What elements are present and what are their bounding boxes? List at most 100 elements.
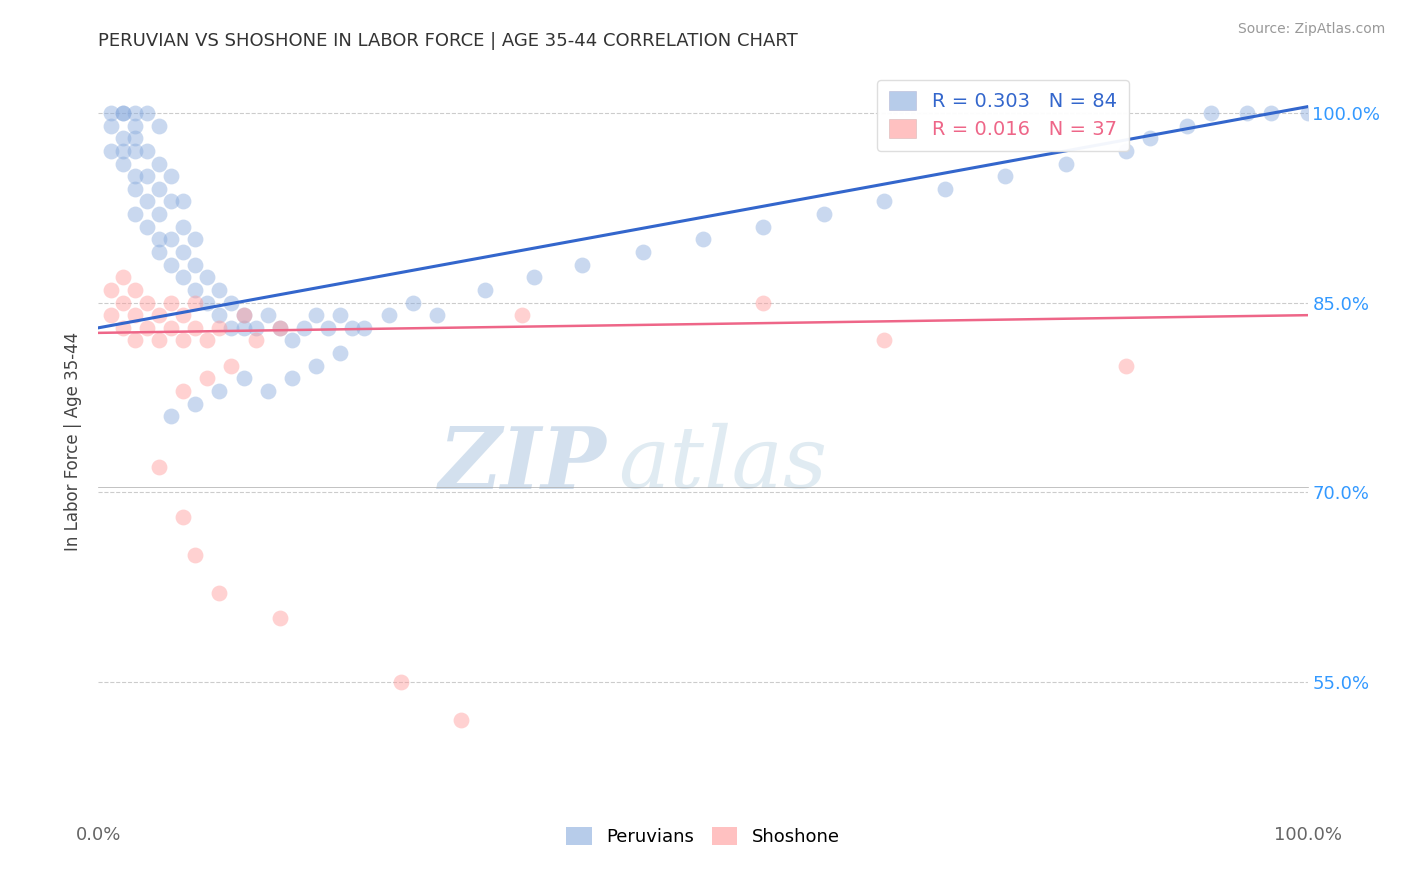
Point — [1054, 156, 1077, 170]
Point — [184, 321, 207, 335]
Point — [135, 106, 157, 120]
Point — [402, 295, 425, 310]
Point — [135, 321, 157, 335]
Point — [124, 308, 146, 322]
Point — [305, 308, 328, 322]
Point — [135, 295, 157, 310]
Point — [342, 321, 364, 335]
Point — [195, 371, 218, 385]
Point — [124, 283, 146, 297]
Point — [184, 232, 207, 246]
Point — [281, 371, 304, 385]
Point — [195, 334, 218, 348]
Point — [184, 548, 207, 562]
Point — [160, 258, 183, 272]
Point — [1260, 106, 1282, 120]
Point — [184, 258, 207, 272]
Point — [172, 510, 194, 524]
Point — [184, 295, 207, 310]
Point — [148, 207, 170, 221]
Point — [100, 308, 122, 322]
Point — [450, 713, 472, 727]
Point — [124, 334, 146, 348]
Point — [148, 308, 170, 322]
Point — [631, 244, 654, 259]
Point — [232, 321, 254, 335]
Point — [172, 308, 194, 322]
Point — [208, 384, 231, 398]
Point — [160, 295, 183, 310]
Point — [160, 194, 183, 209]
Point — [160, 321, 183, 335]
Point — [269, 321, 291, 335]
Point — [426, 308, 449, 322]
Point — [184, 396, 207, 410]
Point — [124, 119, 146, 133]
Point — [124, 106, 146, 120]
Point — [160, 232, 183, 246]
Point — [221, 295, 243, 310]
Point — [172, 384, 194, 398]
Point — [873, 334, 896, 348]
Point — [111, 106, 134, 120]
Point — [232, 308, 254, 322]
Point — [1236, 106, 1258, 120]
Point — [208, 321, 231, 335]
Point — [124, 207, 146, 221]
Point — [523, 270, 546, 285]
Point — [232, 308, 254, 322]
Point — [329, 308, 352, 322]
Point — [1199, 106, 1222, 120]
Point — [692, 232, 714, 246]
Text: PERUVIAN VS SHOSHONE IN LABOR FORCE | AGE 35-44 CORRELATION CHART: PERUVIAN VS SHOSHONE IN LABOR FORCE | AG… — [98, 32, 799, 50]
Point — [111, 131, 134, 145]
Point — [160, 409, 183, 424]
Point — [281, 334, 304, 348]
Point — [316, 321, 339, 335]
Point — [232, 371, 254, 385]
Point — [377, 308, 399, 322]
Point — [208, 283, 231, 297]
Point — [100, 119, 122, 133]
Point — [148, 244, 170, 259]
Point — [256, 384, 278, 398]
Point — [208, 586, 231, 600]
Point — [148, 232, 170, 246]
Point — [160, 169, 183, 184]
Point — [135, 194, 157, 209]
Point — [329, 346, 352, 360]
Point — [813, 207, 835, 221]
Point — [148, 156, 170, 170]
Point — [148, 459, 170, 474]
Point — [221, 321, 243, 335]
Point — [184, 283, 207, 297]
Point — [1115, 144, 1137, 158]
Point — [111, 144, 134, 158]
Point — [752, 295, 775, 310]
Text: atlas: atlas — [619, 423, 828, 506]
Point — [1115, 359, 1137, 373]
Point — [100, 106, 122, 120]
Point — [124, 131, 146, 145]
Point — [934, 182, 956, 196]
Point — [353, 321, 375, 335]
Point — [269, 321, 291, 335]
Point — [172, 270, 194, 285]
Point — [245, 334, 267, 348]
Point — [172, 194, 194, 209]
Point — [195, 270, 218, 285]
Point — [100, 144, 122, 158]
Point — [111, 156, 134, 170]
Point — [172, 244, 194, 259]
Point — [256, 308, 278, 322]
Point — [571, 258, 593, 272]
Point — [1296, 106, 1319, 120]
Legend: Peruvians, Shoshone: Peruvians, Shoshone — [560, 820, 846, 854]
Point — [135, 169, 157, 184]
Point — [994, 169, 1017, 184]
Point — [474, 283, 496, 297]
Point — [148, 119, 170, 133]
Point — [172, 219, 194, 234]
Point — [1175, 119, 1198, 133]
Point — [111, 270, 134, 285]
